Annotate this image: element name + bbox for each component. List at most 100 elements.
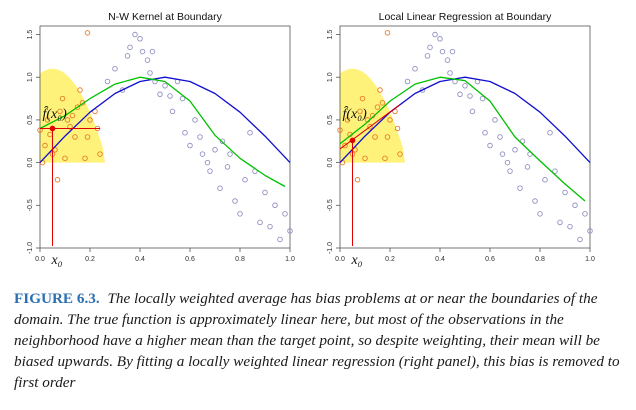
y-tick-label: -0.5 [27, 199, 34, 211]
data-point [149, 48, 156, 55]
data-point-in-window [57, 108, 63, 115]
data-point [404, 78, 411, 85]
true-function-curve [39, 76, 291, 164]
data-point [462, 83, 468, 89]
data-point [282, 211, 288, 217]
data-point [444, 57, 451, 63]
fitted-curve [39, 76, 286, 188]
data-point [119, 87, 126, 93]
data-point [577, 236, 583, 243]
panel-2: Local Linear Regression at Boundary -1.0 -… [327, 11, 595, 268]
data-point [457, 91, 463, 98]
y-tick-label: 1.5 [27, 30, 34, 40]
data-point [412, 65, 418, 72]
data-point [507, 168, 513, 174]
y-tick-label: 0.5 [27, 115, 34, 125]
target-fit-point [349, 137, 356, 144]
data-point-in-window [367, 124, 373, 130]
data-point [427, 44, 433, 51]
data-point-in-window [77, 87, 83, 93]
data-point-in-window [377, 87, 383, 93]
data-point [432, 31, 438, 38]
data-point [572, 202, 578, 209]
data-point [552, 168, 558, 174]
y-tick-label: -1.0 [27, 242, 34, 254]
data-point [167, 93, 173, 99]
data-point [187, 142, 193, 149]
plot-frame [339, 25, 591, 249]
data-point [242, 176, 248, 183]
data-point [437, 36, 443, 42]
data-point-in-window [87, 117, 93, 123]
y-tick-label: -1.0 [327, 242, 334, 254]
data-point [439, 48, 446, 55]
data-point [112, 65, 118, 72]
data-point [479, 95, 486, 102]
data-point [157, 91, 163, 98]
data-point [449, 48, 456, 55]
figure-caption: FIGURE 6.3. The locally weighted average… [14, 288, 626, 393]
y-tick-label: 0.0 [327, 158, 334, 168]
x-tick-label: 0.6 [485, 256, 495, 263]
fitted-curve [339, 76, 586, 202]
data-point-in-window [59, 95, 66, 102]
data-point [197, 134, 203, 140]
target-fit-point [49, 125, 56, 132]
x-tick-label: 0.2 [85, 256, 95, 263]
data-point [272, 202, 278, 209]
data-point-in-window [74, 104, 81, 110]
data-point-in-window [397, 151, 403, 157]
data-point [287, 228, 293, 234]
data-point-in-window [382, 155, 388, 162]
data-point [217, 185, 223, 191]
data-point [497, 134, 503, 140]
x-tick-label: 1.0 [285, 256, 295, 263]
data-point [237, 211, 243, 217]
data-point [537, 211, 543, 217]
true-function-curve [339, 76, 591, 164]
data-point [127, 44, 133, 51]
data-point [137, 36, 143, 42]
data-point [582, 211, 588, 217]
data-point-in-window [67, 124, 73, 130]
x-tick-label: 0.0 [335, 256, 345, 263]
data-point-in-window [72, 134, 78, 140]
data-point-in-window [387, 117, 393, 123]
y-tick-label: 0.0 [27, 158, 34, 168]
x-tick-label: 0.0 [35, 256, 45, 263]
data-point [517, 185, 523, 191]
data-point [447, 70, 453, 76]
fit-annotation: f̂(x₀) [343, 105, 368, 122]
data-point [524, 164, 531, 170]
data-point [419, 87, 426, 93]
data-point [199, 151, 206, 157]
fit-annotation: f̂(x₀) [43, 105, 68, 122]
data-point [124, 53, 131, 59]
data-point [512, 147, 518, 153]
data-point [424, 53, 431, 59]
data-point-in-window [342, 142, 348, 149]
data-point [587, 228, 593, 234]
data-point-in-window [42, 142, 48, 149]
data-point [232, 198, 238, 204]
data-point-in-window [54, 176, 61, 183]
x-tick-label: 0.2 [385, 256, 395, 263]
data-point-in-window [62, 155, 68, 162]
data-point-in-window [379, 100, 386, 106]
data-point [277, 236, 283, 243]
data-point [144, 57, 151, 63]
data-point [257, 219, 263, 226]
data-point-in-window [384, 134, 391, 140]
data-point [557, 219, 563, 226]
data-point [487, 142, 493, 149]
data-point [267, 223, 273, 230]
target-x-label: x₀ [350, 253, 362, 268]
data-point-in-window [372, 134, 378, 140]
x-tick-label: 0.4 [435, 256, 445, 263]
data-point-in-window [69, 112, 76, 119]
y-tick-label: -0.5 [327, 199, 334, 211]
y-tick-label: 1.5 [327, 30, 334, 40]
data-point-in-window [374, 104, 381, 110]
data-point [204, 159, 211, 166]
data-point [504, 159, 511, 166]
